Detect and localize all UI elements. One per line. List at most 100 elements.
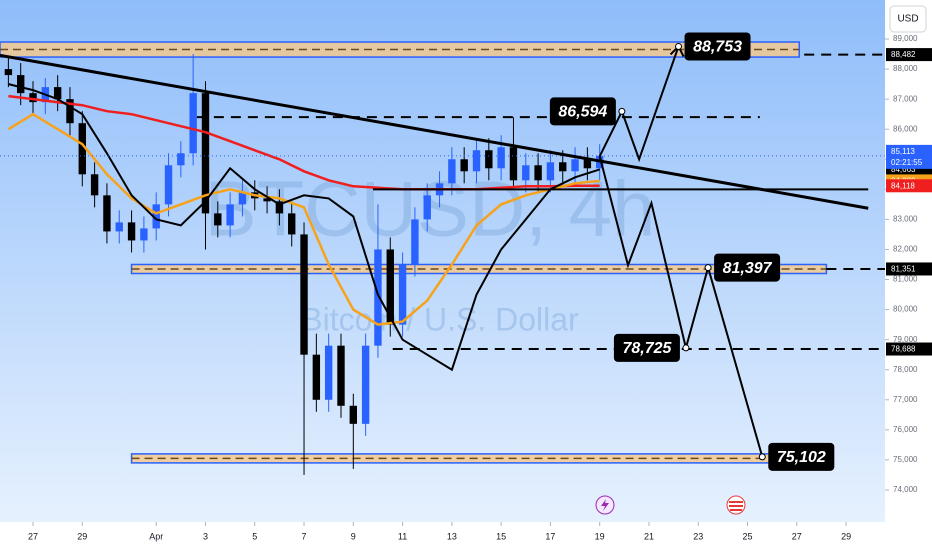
x-tick-label: 3	[203, 531, 208, 541]
x-tick-label: 27	[28, 531, 38, 541]
y-tick-label: 87,000	[893, 94, 918, 103]
annotation-label: 86,594	[558, 104, 607, 121]
trendline	[0, 53, 869, 210]
candle-body	[214, 213, 222, 226]
annotation-box	[549, 97, 616, 126]
annotation-point	[682, 344, 690, 352]
y-tick-label: 78,000	[893, 365, 918, 374]
y-tick-label: 81,000	[893, 275, 918, 284]
x-tick-label: 9	[351, 531, 356, 541]
y-tick-label: 88,000	[893, 64, 918, 73]
x-tick-label: 15	[496, 531, 506, 541]
projection-path	[598, 156, 764, 458]
y-tick-label: 89,000	[893, 34, 918, 43]
candle-body	[164, 165, 173, 205]
countdown-label: 02:21:55	[891, 158, 923, 167]
annotation-box	[613, 333, 680, 362]
candle-body	[226, 204, 234, 226]
y-tick-label: 86,000	[893, 124, 918, 133]
y-tick-label: 77,000	[893, 395, 918, 404]
candle-body	[78, 123, 86, 175]
candle-body	[374, 249, 382, 346]
x-tick-label: 25	[743, 531, 753, 541]
candle-body	[361, 345, 370, 424]
annotation-label: 88,753	[693, 39, 742, 56]
x-tick-label: 5	[252, 531, 257, 541]
candle-body	[127, 222, 136, 241]
price-tag-label: 81,351	[891, 265, 916, 274]
candle-body	[386, 249, 394, 325]
candle-body	[177, 153, 185, 166]
y-tick-label: 74,000	[893, 485, 918, 494]
candle-body	[263, 198, 271, 202]
watermark-name: Bitcoin / U.S. Dollar	[301, 301, 579, 337]
candle-body	[472, 150, 481, 172]
annotation-point	[618, 107, 626, 115]
annotation-box	[714, 253, 781, 282]
currency-label[interactable]: USD	[897, 14, 918, 25]
candle-body	[66, 99, 74, 124]
candle-body	[349, 405, 358, 424]
candle-body	[189, 93, 197, 154]
candle-body	[4, 69, 13, 76]
chart-layer: 88,753 86,594 81,397 78,725 75,102	[0, 32, 885, 475]
price-tag	[886, 342, 932, 356]
candle-body	[288, 213, 296, 235]
candle-body	[300, 234, 308, 355]
candle-body	[546, 162, 555, 181]
candle-body	[53, 87, 62, 100]
candle-body	[324, 345, 333, 400]
candle-body	[312, 354, 321, 400]
price-tag-label: 88,482	[891, 50, 916, 59]
y-tick-label: 80,000	[893, 305, 918, 314]
candle-body	[522, 165, 530, 181]
candle-body	[337, 345, 345, 406]
x-tick-label: 17	[545, 531, 555, 541]
x-tick-label: 29	[77, 531, 87, 541]
candle-body	[140, 228, 148, 241]
candle-body	[571, 159, 579, 172]
projection-path	[598, 46, 680, 163]
currency-button[interactable]	[889, 5, 927, 33]
candle-body	[29, 93, 37, 103]
price-tag	[886, 179, 932, 193]
event-icon-bolt	[601, 499, 609, 511]
candle-body	[275, 201, 284, 214]
annotation-box	[768, 442, 835, 471]
candle-body	[398, 264, 407, 325]
x-tick-label: 29	[841, 531, 851, 541]
annotation-point	[758, 453, 766, 461]
candle-body	[448, 159, 456, 184]
candle-body	[559, 162, 567, 172]
price-tag-label: 84,663	[891, 165, 916, 174]
candle-body	[152, 204, 160, 229]
candle-body	[238, 192, 247, 205]
candle-body	[17, 75, 25, 94]
price-tag-label: 78,688	[891, 345, 916, 354]
x-tick-label: Apr	[149, 531, 163, 541]
y-tick-label: 83,000	[893, 215, 918, 224]
price-tag	[886, 262, 932, 276]
annotation-point	[675, 42, 683, 50]
candle-body	[460, 159, 468, 172]
candle-body	[485, 150, 493, 169]
candle-body	[423, 195, 431, 220]
annotation-box	[684, 32, 751, 61]
x-tick-label: 19	[595, 531, 605, 541]
annotation-label: 78,725	[622, 340, 672, 357]
y-tick-label: 79,000	[893, 335, 918, 344]
y-tick-label: 75,000	[893, 455, 918, 464]
y-tick-label: 76,000	[893, 425, 918, 434]
annotation-point	[704, 264, 712, 272]
candle-body	[509, 147, 518, 181]
y-tick-label: 82,000	[893, 245, 918, 254]
last-price-label: 85,113	[891, 147, 915, 156]
x-tick-label: 7	[302, 531, 307, 541]
moving-average	[8, 83, 601, 372]
moving-average	[7, 112, 600, 326]
x-tick-label: 27	[792, 531, 802, 541]
candle-body	[534, 165, 542, 181]
last-price-tag	[886, 144, 932, 169]
moving-average	[8, 94, 600, 191]
